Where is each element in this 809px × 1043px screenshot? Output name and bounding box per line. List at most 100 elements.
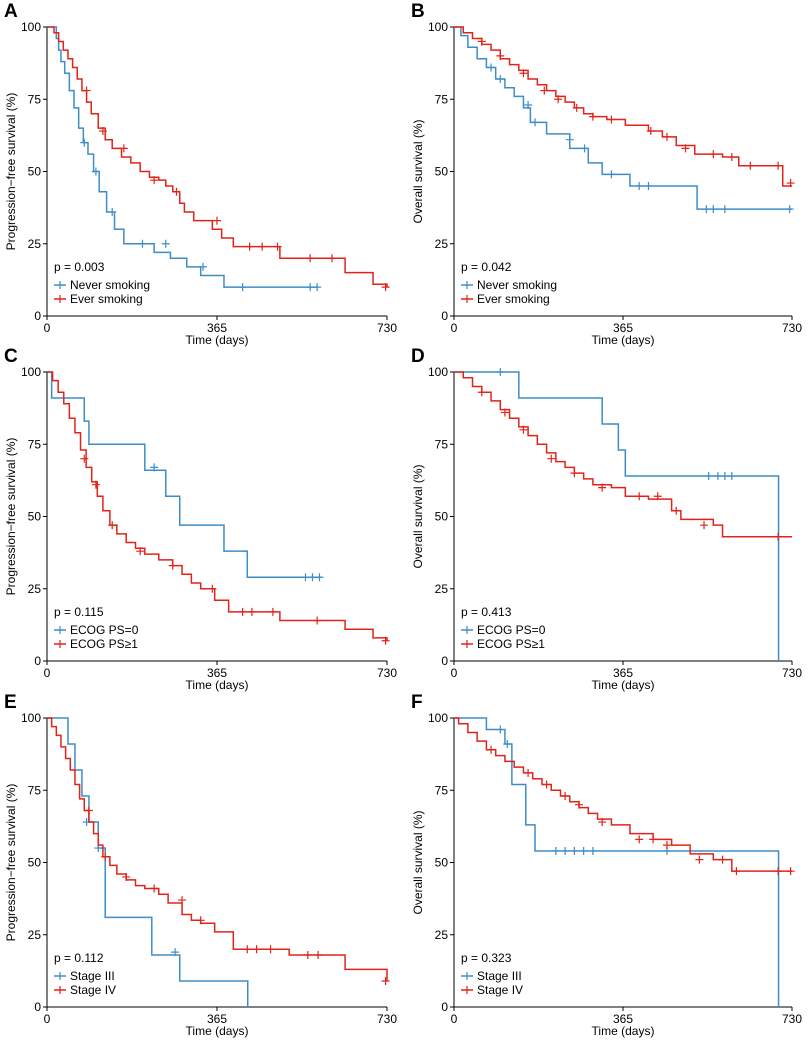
y-tick-label: 100	[21, 365, 41, 379]
censor-mark	[607, 115, 616, 124]
censor-mark	[588, 112, 597, 121]
censor-mark	[598, 818, 607, 827]
censor-mark	[196, 916, 205, 925]
censor-mark	[303, 950, 312, 959]
censor-mark	[579, 846, 588, 855]
censor-mark	[524, 101, 533, 110]
y-tick-label: 50	[28, 856, 42, 870]
x-tick-label: 365	[613, 666, 633, 680]
censor-mark	[551, 846, 560, 855]
censor-mark	[108, 207, 117, 216]
x-tick-label: 365	[207, 321, 227, 335]
censor-mark	[178, 896, 187, 905]
y-tick-label: 25	[28, 582, 42, 596]
legend-entry: Stage IV	[477, 983, 523, 997]
censor-mark	[704, 472, 713, 481]
series-stage-iv	[47, 717, 390, 985]
censor-mark	[238, 607, 247, 616]
panel-E: E 0 25 50 75 100 0 365 730 Time (days) Progression…	[4, 692, 397, 1038]
legend-entry: Ever smoking	[70, 292, 143, 306]
censor-mark	[315, 573, 324, 582]
censor-mark	[80, 138, 89, 147]
series-ecog-ps-0	[454, 368, 780, 661]
censor-mark	[503, 740, 512, 749]
censor-mark	[247, 607, 256, 616]
censor-mark	[547, 454, 556, 463]
panel-D: D 0 25 50 75 100 0 365 730 Time (days) Overall sur…	[411, 346, 802, 692]
y-tick-label: 0	[441, 309, 448, 323]
y-axis-label: Progression−free survival (%)	[4, 93, 18, 251]
censor-mark	[695, 855, 704, 864]
x-tick-label: 730	[782, 1012, 802, 1026]
censor-mark	[328, 254, 337, 263]
censor-mark	[138, 239, 147, 248]
censor-mark	[713, 472, 722, 481]
x-tick-label: 365	[207, 1012, 227, 1026]
censor-mark	[720, 205, 729, 214]
y-tick-label: 0	[441, 654, 448, 668]
censor-mark	[172, 187, 181, 196]
panel-F: F 0 25 50 75 100 0 365 730 Time (days) Overall sur…	[411, 692, 802, 1038]
censor-mark	[681, 144, 690, 153]
y-tick-label: 75	[28, 437, 42, 451]
censor-mark	[700, 521, 709, 530]
y-tick-label: 75	[28, 783, 42, 797]
censor-mark	[565, 135, 574, 144]
series-never-smoking	[454, 26, 794, 214]
censor-mark	[91, 167, 100, 176]
legend-entry: Never smoking	[477, 278, 557, 292]
censor-mark	[268, 607, 277, 616]
censor-mark	[662, 841, 671, 850]
series-never-smoking	[47, 26, 322, 292]
censor-mark	[150, 176, 159, 185]
legend-entry: ECOG PS=0	[477, 623, 546, 637]
y-tick-label: 50	[28, 165, 42, 179]
x-tick-label: 0	[44, 1012, 51, 1026]
censor-mark	[381, 976, 390, 985]
censor-mark	[496, 75, 505, 84]
censor-mark	[122, 872, 131, 881]
y-tick-label: 50	[435, 510, 449, 524]
censor-mark	[572, 103, 581, 112]
x-tick-label: 0	[451, 321, 458, 335]
censor-mark	[662, 132, 671, 141]
censor-mark	[561, 792, 570, 801]
censor-mark	[709, 205, 718, 214]
censor-mark	[653, 492, 662, 501]
series-ever-smoking	[47, 26, 390, 292]
censor-mark	[644, 181, 653, 190]
y-tick-label: 0	[441, 1000, 448, 1014]
x-axis-label: Time (days)	[186, 1024, 249, 1038]
censor-mark	[786, 867, 795, 876]
censor-mark	[702, 205, 711, 214]
p-value: p = 0.323	[461, 951, 512, 965]
x-axis-label: Time (days)	[592, 678, 655, 692]
panel-C: C 0 25 50 75 100 0 365 730 Time (days) Progression…	[4, 346, 397, 692]
censor-mark	[381, 283, 390, 292]
x-tick-label: 0	[44, 666, 51, 680]
censor-mark	[785, 205, 794, 214]
x-tick-label: 730	[782, 666, 802, 680]
p-value: p = 0.003	[54, 260, 105, 274]
censor-mark	[150, 884, 159, 893]
survival-curve	[47, 717, 388, 981]
censor-mark	[306, 283, 315, 292]
x-tick-label: 365	[613, 1012, 633, 1026]
censor-mark	[208, 584, 217, 593]
censor-mark	[561, 846, 570, 855]
legend-entry: ECOG PS≥1	[70, 637, 138, 651]
y-tick-label: 50	[28, 510, 42, 524]
censor-mark	[273, 242, 282, 251]
y-tick-label: 100	[21, 20, 41, 34]
survival-curve	[47, 371, 322, 578]
censor-mark	[80, 454, 89, 463]
censor-mark	[786, 179, 795, 188]
censor-mark	[258, 242, 267, 251]
censor-mark	[136, 547, 145, 556]
series-stage-iv	[454, 717, 795, 876]
censor-mark	[598, 483, 607, 492]
censor-mark	[746, 161, 755, 170]
y-axis-label: Progression−free survival (%)	[4, 784, 18, 942]
censor-mark	[243, 945, 252, 954]
